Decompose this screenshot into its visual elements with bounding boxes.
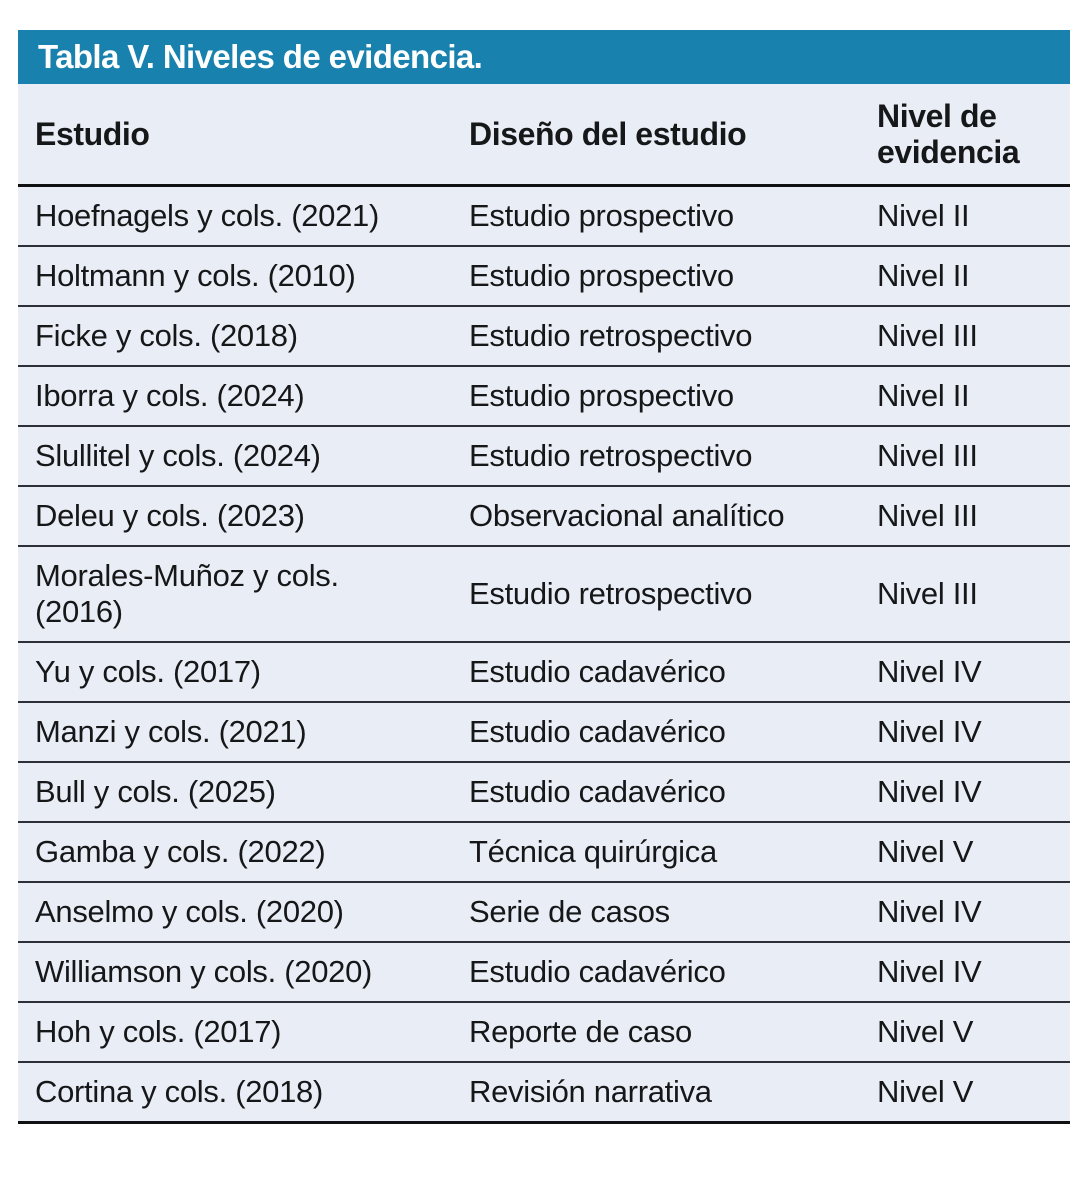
cell-evidence-level: Nivel IV bbox=[860, 702, 1070, 763]
table-title-bar: Tabla V. Niveles de evidencia. bbox=[18, 30, 1070, 84]
cell-study-design: Serie de casos bbox=[452, 882, 860, 943]
cell-study-design: Observacional analítico bbox=[452, 486, 860, 547]
cell-evidence-level: Nivel IV bbox=[860, 642, 1070, 703]
table-body: Hoefnagels y cols. (2021) Estudio prospe… bbox=[18, 185, 1070, 1124]
table-row: Gamba y cols. (2022) Técnica quirúrgica … bbox=[18, 822, 1070, 883]
table-row: Manzi y cols. (2021) Estudio cadavérico … bbox=[18, 702, 1070, 763]
cell-evidence-level: Nivel III bbox=[860, 546, 1070, 643]
column-header-nivel: Nivel de evidencia bbox=[860, 84, 1070, 187]
table-row: Hoefnagels y cols. (2021) Estudio prospe… bbox=[18, 185, 1070, 247]
table-header: Estudio Diseño del estudio Nivel de evid… bbox=[18, 84, 1070, 187]
cell-study-design: Reporte de caso bbox=[452, 1002, 860, 1063]
cell-study-design: Estudio cadavérico bbox=[452, 762, 860, 823]
table-row: Hoh y cols. (2017) Reporte de caso Nivel… bbox=[18, 1002, 1070, 1063]
cell-study: Anselmo y cols. (2020) bbox=[18, 882, 452, 943]
table-row: Ficke y cols. (2018) Estudio retrospecti… bbox=[18, 306, 1070, 367]
cell-study: Morales-Muñoz y cols. (2016) bbox=[18, 546, 452, 643]
cell-evidence-level: Nivel IV bbox=[860, 762, 1070, 823]
table-row: Yu y cols. (2017) Estudio cadavérico Niv… bbox=[18, 642, 1070, 703]
cell-study-design: Estudio prospectivo bbox=[452, 246, 860, 307]
table-row: Holtmann y cols. (2010) Estudio prospect… bbox=[18, 246, 1070, 307]
cell-study-design: Estudio retrospectivo bbox=[452, 306, 860, 367]
evidence-table: Estudio Diseño del estudio Nivel de evid… bbox=[18, 84, 1070, 1124]
table-row: Cortina y cols. (2018) Revisión narrativ… bbox=[18, 1062, 1070, 1124]
cell-evidence-level: Nivel III bbox=[860, 486, 1070, 547]
table-row: Slullitel y cols. (2024) Estudio retrosp… bbox=[18, 426, 1070, 487]
cell-study: Yu y cols. (2017) bbox=[18, 642, 452, 703]
column-header-diseno: Diseño del estudio bbox=[452, 84, 860, 187]
cell-study: Iborra y cols. (2024) bbox=[18, 366, 452, 427]
cell-study-design: Estudio prospectivo bbox=[452, 366, 860, 427]
cell-evidence-level: Nivel III bbox=[860, 426, 1070, 487]
cell-study-design: Estudio cadavérico bbox=[452, 702, 860, 763]
cell-study-design: Técnica quirúrgica bbox=[452, 822, 860, 883]
column-header-estudio: Estudio bbox=[18, 84, 452, 187]
table-row: Williamson y cols. (2020) Estudio cadavé… bbox=[18, 942, 1070, 1003]
header-row: Estudio Diseño del estudio Nivel de evid… bbox=[18, 84, 1070, 187]
cell-study: Hoefnagels y cols. (2021) bbox=[18, 185, 452, 247]
table-title: Tabla V. Niveles de evidencia. bbox=[38, 38, 483, 75]
table-row: Deleu y cols. (2023) Observacional analí… bbox=[18, 486, 1070, 547]
table-row: Anselmo y cols. (2020) Serie de casos Ni… bbox=[18, 882, 1070, 943]
cell-study: Deleu y cols. (2023) bbox=[18, 486, 452, 547]
cell-study: Cortina y cols. (2018) bbox=[18, 1062, 452, 1124]
cell-study: Gamba y cols. (2022) bbox=[18, 822, 452, 883]
cell-study: Williamson y cols. (2020) bbox=[18, 942, 452, 1003]
cell-study: Bull y cols. (2025) bbox=[18, 762, 452, 823]
cell-evidence-level: Nivel II bbox=[860, 185, 1070, 247]
cell-study: Ficke y cols. (2018) bbox=[18, 306, 452, 367]
cell-study: Manzi y cols. (2021) bbox=[18, 702, 452, 763]
cell-study-design: Estudio retrospectivo bbox=[452, 546, 860, 643]
cell-evidence-level: Nivel V bbox=[860, 1002, 1070, 1063]
cell-evidence-level: Nivel III bbox=[860, 306, 1070, 367]
cell-evidence-level: Nivel V bbox=[860, 822, 1070, 883]
cell-study: Holtmann y cols. (2010) bbox=[18, 246, 452, 307]
cell-study: Hoh y cols. (2017) bbox=[18, 1002, 452, 1063]
cell-study-design: Estudio cadavérico bbox=[452, 642, 860, 703]
cell-evidence-level: Nivel V bbox=[860, 1062, 1070, 1124]
evidence-table-card: Tabla V. Niveles de evidencia. Estudio D… bbox=[18, 30, 1070, 1124]
cell-study: Slullitel y cols. (2024) bbox=[18, 426, 452, 487]
table-row: Bull y cols. (2025) Estudio cadavérico N… bbox=[18, 762, 1070, 823]
cell-evidence-level: Nivel IV bbox=[860, 882, 1070, 943]
cell-study-design: Revisión narrativa bbox=[452, 1062, 860, 1124]
cell-evidence-level: Nivel II bbox=[860, 246, 1070, 307]
table-row: Iborra y cols. (2024) Estudio prospectiv… bbox=[18, 366, 1070, 427]
cell-study-design: Estudio cadavérico bbox=[452, 942, 860, 1003]
cell-study-design: Estudio prospectivo bbox=[452, 185, 860, 247]
cell-study-design: Estudio retrospectivo bbox=[452, 426, 860, 487]
table-row: Morales-Muñoz y cols. (2016) Estudio ret… bbox=[18, 546, 1070, 643]
cell-evidence-level: Nivel II bbox=[860, 366, 1070, 427]
cell-evidence-level: Nivel IV bbox=[860, 942, 1070, 1003]
